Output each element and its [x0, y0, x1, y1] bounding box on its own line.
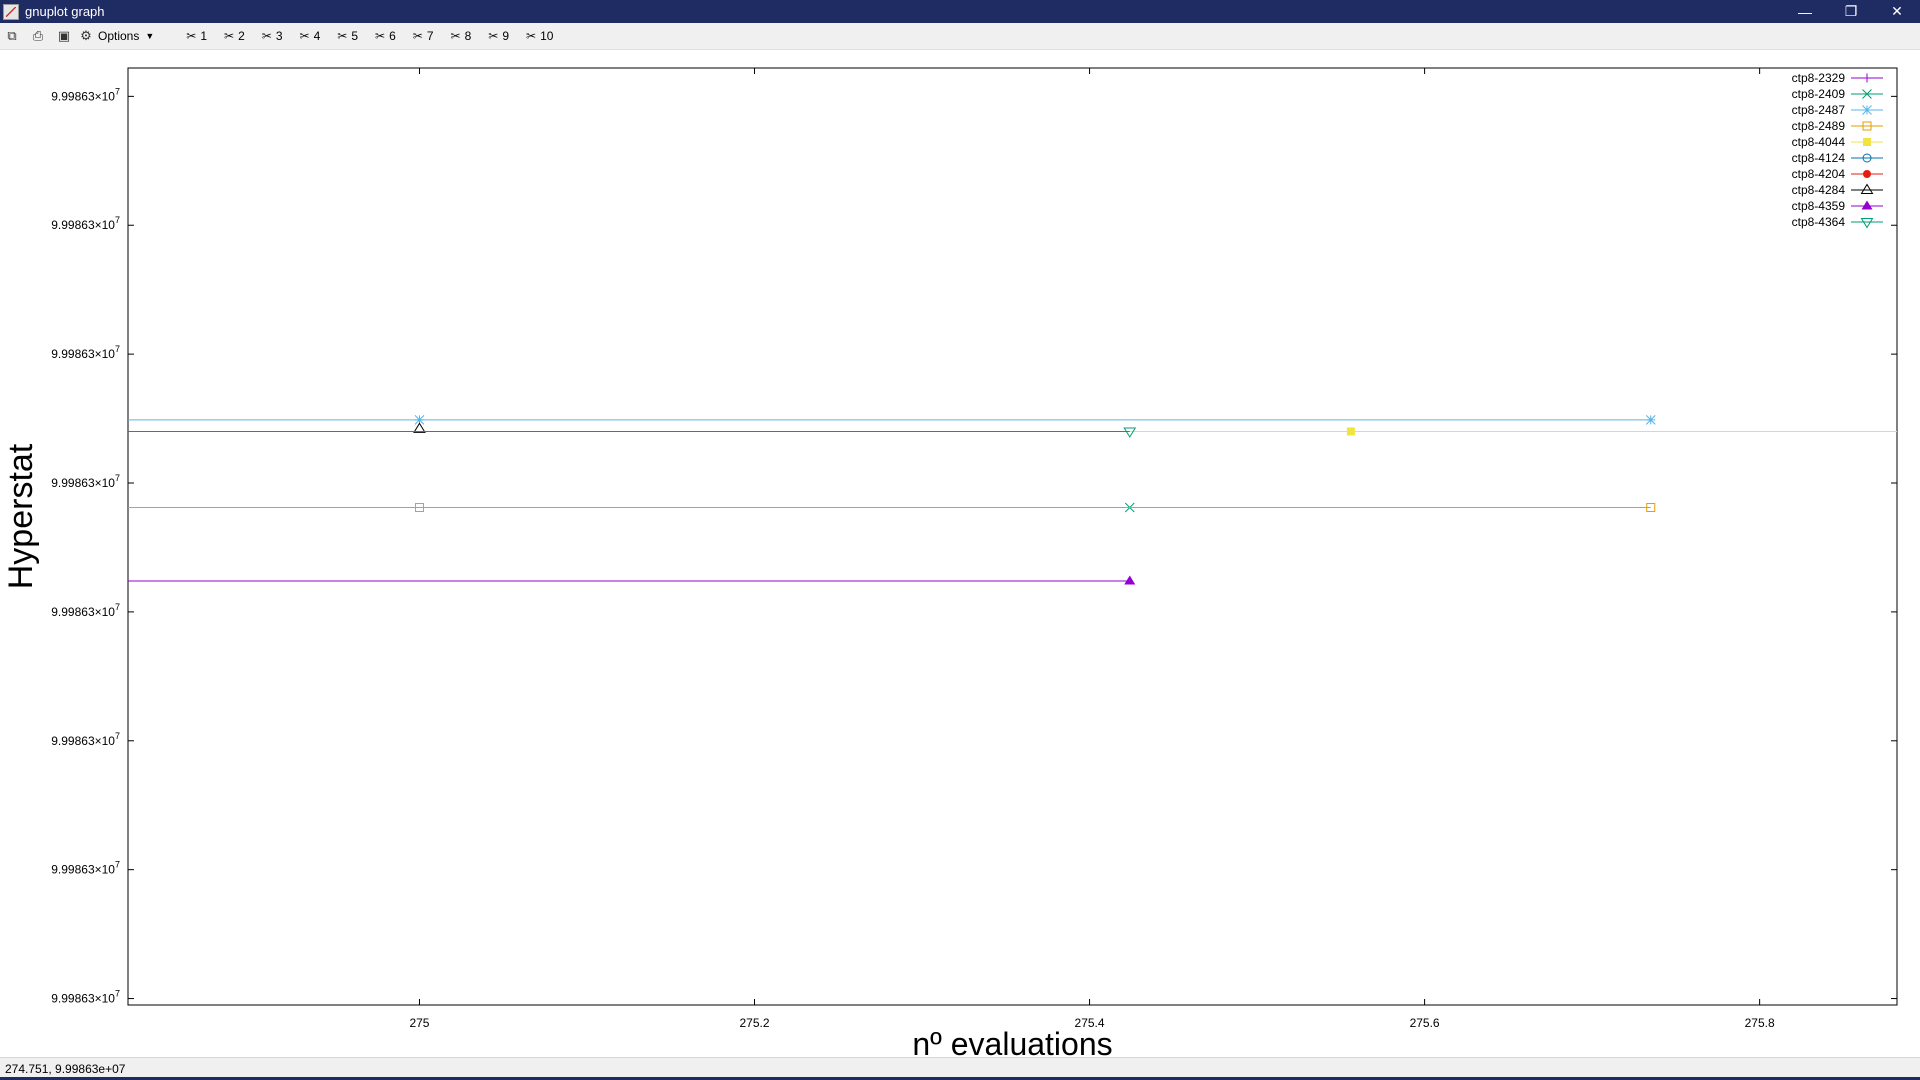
legend-label-ctp8-2409[interactable]: ctp8-2409 [1792, 87, 1846, 101]
caret-down-icon: ▼ [145, 31, 155, 41]
legend-label-ctp8-4044[interactable]: ctp8-4044 [1792, 135, 1846, 149]
y-tick-label: 9.99863×107 [51, 215, 120, 232]
legend-marker-ctp8-4359 [1861, 200, 1873, 210]
options-menu-button[interactable]: ⚙ Options ▼ [78, 28, 154, 44]
print-icon[interactable]: ⎙ [32, 28, 44, 43]
y-axis-label: Hyperstat [2, 443, 40, 589]
save-icon[interactable]: ▣ [57, 28, 71, 43]
window-title: gnuplot graph [25, 4, 105, 19]
x-tick-label: 275.8 [1745, 1016, 1775, 1030]
data-point-ctp8-2489 [414, 503, 424, 513]
title-bar[interactable]: gnuplot graph — ❐ ✕ [0, 0, 1920, 23]
plot-toggle-label: 5 [351, 29, 359, 43]
data-point-ctp8-2487 [414, 415, 425, 425]
legend-marker-ctp8-4044 [1863, 138, 1871, 146]
y-tick-label: 9.99863×107 [51, 344, 120, 361]
plot-toggle-4[interactable]: ✂ 4 [300, 29, 321, 43]
close-button[interactable]: ✕ [1891, 3, 1903, 19]
plot-toggle-2[interactable]: ✂ 2 [224, 29, 245, 43]
scissors-icon: ✂ [526, 29, 537, 43]
data-point-ctp8-4359 [1124, 575, 1136, 585]
data-point-ctp8-2487 [1645, 415, 1656, 425]
data-point-ctp8-2489 [1646, 503, 1656, 513]
legend-label-ctp8-2489[interactable]: ctp8-2489 [1792, 119, 1846, 133]
plot-toggle-7[interactable]: ✂ 7 [413, 29, 434, 43]
x-tick-label: 275.2 [740, 1016, 770, 1030]
plot-toggle-5[interactable]: ✂ 5 [337, 29, 358, 43]
plot-toggle-1[interactable]: ✂ 1 [186, 29, 207, 43]
y-tick-label: 9.99863×107 [51, 473, 120, 490]
x-axis-label: nº evaluations [912, 1026, 1112, 1057]
legend-marker-ctp8-4204 [1863, 170, 1871, 178]
plot-toggle-label: 7 [426, 29, 434, 43]
plot-toggle-label: 4 [313, 29, 321, 43]
scissors-icon: ✂ [375, 29, 386, 43]
status-bar: 274.751, 9.99863e+07 [0, 1057, 1920, 1080]
options-label: Options [98, 29, 140, 43]
gnuplot-app-icon[interactable] [3, 3, 19, 20]
legend-marker-ctp8-4364 [1860, 218, 1874, 229]
plot-toggle-label: 1 [200, 29, 208, 43]
scissors-icon: ✂ [261, 29, 272, 43]
scissors-icon: ✂ [488, 29, 499, 43]
minimize-button[interactable]: — [1798, 3, 1812, 20]
legend-marker-ctp8-2487 [1862, 105, 1872, 115]
x-tick-label: 275.6 [1410, 1016, 1440, 1030]
legend-label-ctp8-4364[interactable]: ctp8-4364 [1792, 215, 1846, 229]
plot-toggle-label: 3 [275, 29, 283, 43]
legend-marker-ctp8-2409 [1862, 89, 1872, 99]
legend-marker-ctp8-2489 [1862, 121, 1872, 131]
plot-toggle-label: 2 [238, 29, 245, 43]
scissors-icon: ✂ [337, 29, 348, 43]
plot-toggle-3[interactable]: ✂ 3 [262, 29, 283, 43]
plot-toggle-6[interactable]: ✂ 6 [375, 29, 396, 43]
data-point-ctp8-4364 [1123, 427, 1137, 438]
plot-toggle-10[interactable]: ✂ 10 [526, 29, 553, 43]
y-tick-label: 9.99863×107 [51, 602, 120, 619]
legend-label-ctp8-2329[interactable]: ctp8-2329 [1792, 71, 1846, 85]
plot-toggle-8[interactable]: ✂ 8 [451, 29, 472, 43]
y-tick-label: 9.99863×107 [51, 86, 120, 103]
legend-marker-ctp8-2329 [1862, 73, 1872, 83]
options-icon: ⚙ [80, 28, 92, 43]
legend: ctp8-2329 ctp8-2409 ctp8-2487 ctp8-2489 ctp8… [1792, 71, 1883, 229]
scissors-icon: ✂ [186, 29, 197, 43]
scissors-icon: ✂ [299, 29, 310, 43]
window-bottom-border [0, 1077, 1920, 1080]
data-point-ctp8-4044 [1346, 427, 1355, 436]
maximize-button[interactable]: ❐ [1844, 3, 1858, 19]
scissors-icon: ✂ [450, 29, 461, 43]
toolbar: ⧉ ⎙ ▣ ⚙ Options ▼ ✂ 1 ✂ 2 ✂ 3 ✂ 4 ✂ 5 ✂ 6 ✂ 7 ✂ 8 ✂ 9 ✂ 10 [0, 23, 1920, 50]
x-tick-label: 275 [409, 1016, 429, 1030]
y-tick-label: 9.99863×107 [51, 989, 120, 1006]
y-tick-label: 9.99863×107 [51, 731, 120, 748]
plot-toggle-label: 10 [540, 29, 554, 43]
legend-marker-ctp8-4124 [1862, 153, 1872, 163]
legend-label-ctp8-4204[interactable]: ctp8-4204 [1792, 167, 1846, 181]
plot-toggle-group: ✂ 1 ✂ 2 ✂ 3 ✂ 4 ✂ 5 ✂ 6 ✂ 7 ✂ 8 ✂ 9 ✂ 10 [186, 29, 570, 43]
scissors-icon: ✂ [224, 29, 235, 43]
legend-label-ctp8-4284[interactable]: ctp8-4284 [1792, 183, 1846, 197]
legend-label-ctp8-4124[interactable]: ctp8-4124 [1792, 151, 1846, 165]
legend-marker-ctp8-4284 [1860, 183, 1874, 194]
copy-clipboard-icon[interactable]: ⧉ [7, 28, 17, 43]
plot-toggle-label: 6 [389, 29, 396, 43]
legend-label-ctp8-2487[interactable]: ctp8-2487 [1792, 103, 1846, 117]
legend-label-ctp8-4359[interactable]: ctp8-4359 [1792, 199, 1846, 213]
plot-toggle-label: 9 [502, 29, 510, 43]
plot-toggle-label: 8 [464, 29, 472, 43]
data-point-ctp8-4284 [413, 422, 426, 433]
cursor-coordinates: 274.751, 9.99863e+07 [5, 1062, 126, 1076]
y-tick-label: 9.99863×107 [51, 860, 120, 877]
plot-area[interactable]: 9.99863×107 9.99863×107 9.99863×107 9.99863… [0, 49, 1920, 1057]
x-tick-label: 275.4 [1075, 1016, 1105, 1030]
plot-border [127, 67, 1898, 1006]
plot-toggle-9[interactable]: ✂ 9 [488, 29, 509, 43]
scissors-icon: ✂ [412, 29, 423, 43]
